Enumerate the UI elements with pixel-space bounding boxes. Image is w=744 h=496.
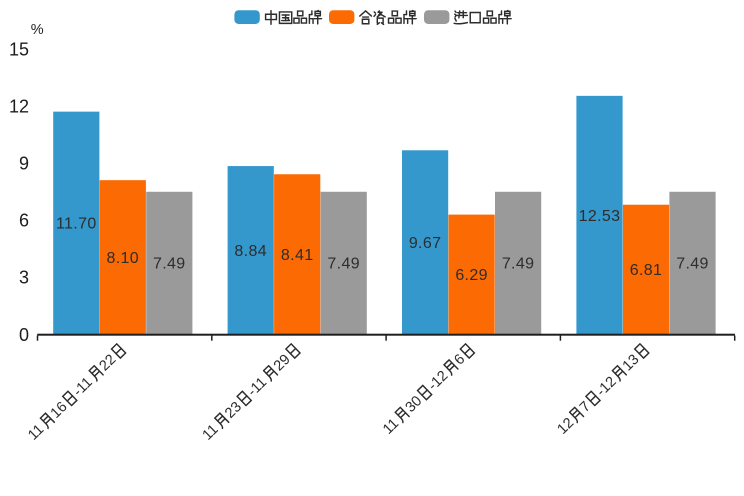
svg-text:7.49: 7.49 [327, 256, 360, 273]
svg-text:8.41: 8.41 [281, 247, 314, 264]
svg-text:8.84: 8.84 [234, 243, 267, 260]
svg-text:11.70: 11.70 [56, 216, 97, 233]
svg-text:7.49: 7.49 [676, 256, 709, 273]
svg-text:7.49: 7.49 [153, 256, 186, 273]
svg-text:6.29: 6.29 [455, 267, 488, 284]
svg-text:0: 0 [19, 325, 29, 345]
svg-text:15: 15 [9, 39, 29, 59]
svg-text:6: 6 [19, 211, 29, 231]
svg-text:12: 12 [9, 96, 29, 116]
svg-text:7.49: 7.49 [502, 256, 535, 273]
svg-text:9: 9 [19, 154, 29, 174]
svg-text:3: 3 [19, 268, 29, 288]
svg-text:12.53: 12.53 [579, 208, 621, 225]
svg-text:6.81: 6.81 [630, 262, 663, 279]
svg-text:%: % [31, 22, 44, 38]
svg-text:8.10: 8.10 [107, 250, 140, 267]
svg-text:9.67: 9.67 [409, 235, 442, 252]
